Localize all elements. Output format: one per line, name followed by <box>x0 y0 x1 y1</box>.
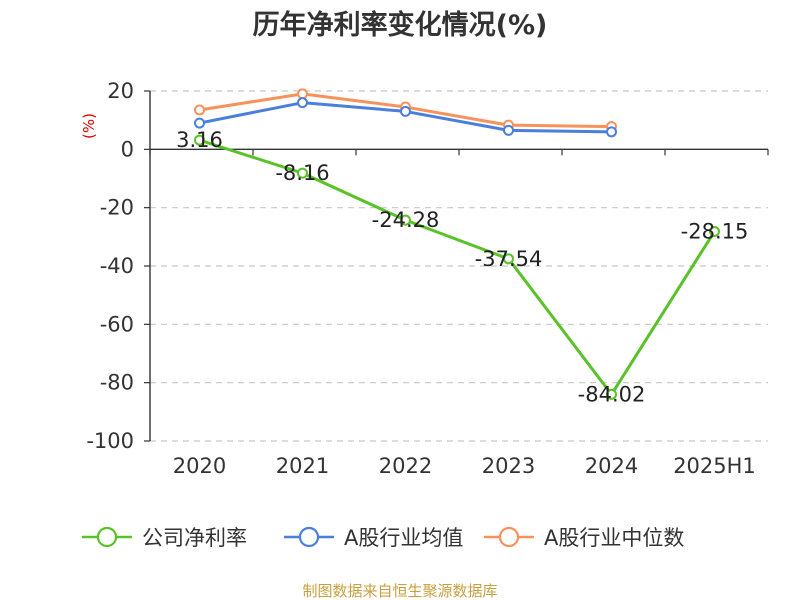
x-tick-label: 2024 <box>585 454 638 478</box>
legend-marker <box>498 526 520 548</box>
data-point <box>709 225 720 237</box>
axes <box>144 90 769 442</box>
legend-marker <box>96 526 118 548</box>
legend-label: A股行业均值 <box>344 526 463 550</box>
data-label: 3.16 <box>176 128 223 152</box>
data-point <box>606 126 617 138</box>
y-tick-labels: 20 0 -20 -40 -60 -80 -100 <box>86 79 134 453</box>
y-tick-label: -40 <box>100 254 134 278</box>
x-tick-label: 2025H1 <box>673 454 756 478</box>
y-tick-label: 20 <box>107 79 134 103</box>
series-lines <box>194 88 720 400</box>
x-tick-label: 2023 <box>482 454 535 478</box>
grid-lines <box>150 90 768 442</box>
data-label: -28.15 <box>681 219 749 243</box>
y-tick-label: -20 <box>100 196 134 220</box>
chart-title: 历年净利率变化情况(%) <box>253 9 548 41</box>
data-label: -37.54 <box>475 247 543 271</box>
data-point <box>606 388 617 400</box>
legend-label: 公司净利率 <box>142 526 247 550</box>
data-point <box>400 214 411 226</box>
data-point <box>503 124 514 136</box>
data-point <box>400 105 411 117</box>
data-label: -24.28 <box>372 208 440 232</box>
data-point <box>297 88 308 100</box>
legend-marker <box>298 526 320 548</box>
y-tick-label: 0 <box>121 137 134 161</box>
data-point <box>297 167 308 179</box>
y-tick-label: -60 <box>100 312 134 336</box>
data-point <box>194 117 205 129</box>
data-point <box>194 134 205 146</box>
x-tick-label: 2022 <box>379 454 432 478</box>
series-line <box>199 138 716 396</box>
legend-label: A股行业中位数 <box>544 526 684 550</box>
data-point <box>297 97 308 109</box>
y-tick-label: -80 <box>100 371 134 395</box>
x-tick-label: 2020 <box>173 454 226 478</box>
y-tick-label: -100 <box>86 429 134 453</box>
y-axis-unit: (%) <box>80 113 98 139</box>
legend: 公司净利率 A股行业均值 A股行业中位数 <box>82 526 684 550</box>
data-label: -84.02 <box>578 382 646 406</box>
source-note: 制图数据来自恒生聚源数据库 <box>302 582 497 600</box>
x-tick-labels: 2020 2021 2022 2023 2024 2025H1 <box>173 454 756 478</box>
data-point <box>503 253 514 265</box>
x-tick-label: 2021 <box>276 454 329 478</box>
data-point <box>194 104 205 116</box>
data-label: -8.16 <box>275 161 329 185</box>
data-labels: 3.16 -8.16 -24.28 -37.54 -84.02 -28.15 <box>176 128 748 406</box>
